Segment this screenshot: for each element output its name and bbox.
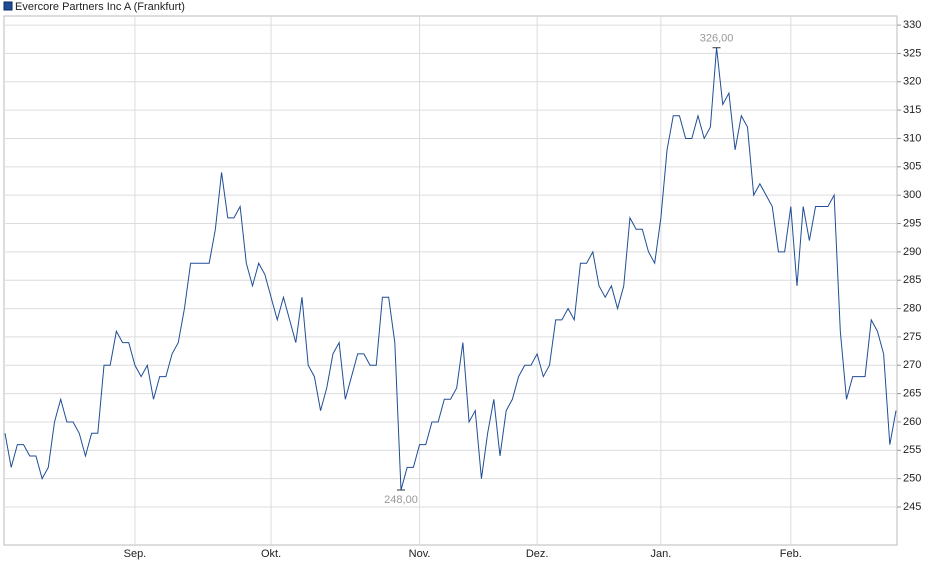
- y-tick-label: 325: [903, 47, 921, 59]
- price-line: [4, 47, 897, 491]
- y-tick-label: 245: [903, 501, 921, 513]
- y-tick-label: 295: [903, 217, 921, 229]
- x-tick-label: Feb.: [780, 548, 802, 560]
- x-tick-label: Sep.: [124, 548, 147, 560]
- y-tick-label: 265: [903, 388, 921, 400]
- y-tick-label: 290: [903, 246, 921, 258]
- y-tick-label: 255: [903, 444, 921, 456]
- extreme-label: 248,00: [384, 494, 418, 506]
- y-tick-label: 310: [903, 132, 921, 144]
- legend-label: Evercore Partners Inc A (Frankfurt): [15, 1, 185, 13]
- legend-swatch: [3, 1, 13, 11]
- y-tick-label: 300: [903, 189, 921, 201]
- y-tick-label: 330: [903, 19, 921, 31]
- y-tick-label: 270: [903, 359, 921, 371]
- extreme-label: 326,00: [700, 33, 734, 45]
- y-tick-label: 280: [903, 302, 921, 314]
- y-tick-label: 250: [903, 473, 921, 485]
- y-tick-label: 260: [903, 416, 921, 428]
- x-tick-label: Dez.: [526, 548, 549, 560]
- x-tick-label: Jan.: [650, 548, 671, 560]
- y-tick-label: 305: [903, 161, 921, 173]
- y-tick-label: 320: [903, 76, 921, 88]
- x-tick-label: Nov.: [409, 548, 431, 560]
- x-tick-label: Okt.: [261, 548, 281, 560]
- y-tick-label: 275: [903, 331, 921, 343]
- y-tick-label: 285: [903, 274, 921, 286]
- y-tick-label: 315: [903, 104, 921, 116]
